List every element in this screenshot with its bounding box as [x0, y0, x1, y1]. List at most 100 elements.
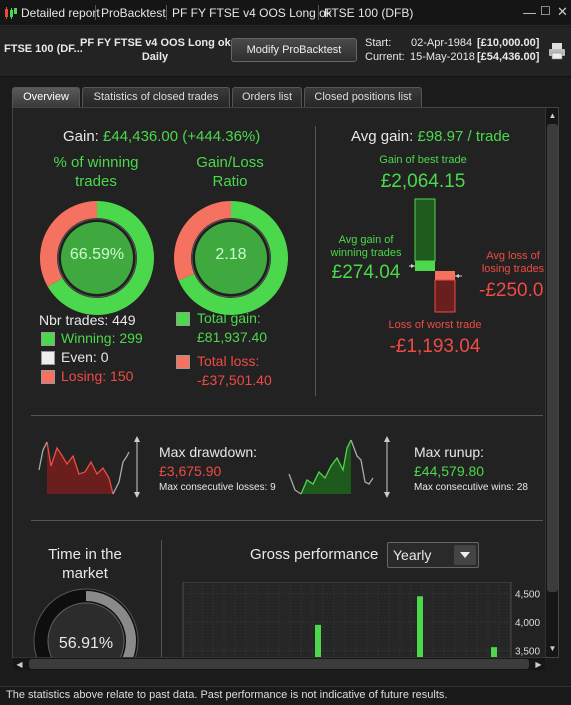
y-tick-label: 4,000	[515, 618, 540, 629]
vertical-scrollbar[interactable]: ▲ ▼	[545, 108, 558, 657]
start-value: [£10,000.00]	[477, 37, 540, 49]
max-drawdown-value: £3,675.90	[159, 463, 222, 479]
gain-loss-title-1: Gain/Loss	[196, 154, 264, 171]
tab-orders-list[interactable]: Orders list	[232, 87, 302, 107]
title-probacktest: ProBacktest	[101, 6, 166, 20]
gain-loss-ratio-text: 2.18	[215, 246, 247, 263]
gross-performance-chart: 4,500 4,000 3,500	[182, 582, 540, 658]
nbr-trades: Nbr trades: 449	[39, 312, 136, 328]
winning-trades-donut	[40, 201, 154, 315]
avg-gain-summary: Avg gain: £98.97 / trade	[351, 128, 510, 145]
scroll-up-icon[interactable]: ▲	[548, 111, 557, 120]
chart-plot-area	[182, 582, 512, 657]
avg-win-value: £274.04	[331, 262, 401, 283]
timeframe-label: Daily	[141, 51, 169, 63]
time-in-market-arc	[86, 591, 136, 657]
instrument-label: FTSE 100 (DF...	[4, 43, 83, 55]
time-in-market-title-1: Time in the	[48, 546, 122, 563]
time-in-market-title-2: market	[62, 565, 108, 582]
gain-loss-positive-arc	[178, 201, 288, 315]
tab-statistics-closed-trades[interactable]: Statistics of closed trades	[82, 87, 230, 107]
close-icon[interactable]: ✕	[557, 4, 568, 19]
max-consecutive-wins: Max consecutive wins: 28	[414, 482, 528, 493]
total-loss-value: -£37,501.40	[197, 372, 272, 388]
candlestick-icon	[5, 7, 17, 19]
gain-loss-title-2: Ratio	[212, 173, 248, 190]
even-legend-swatch	[41, 351, 55, 365]
modify-probacktest-button[interactable]: Modify ProBacktest	[231, 38, 357, 62]
max-runup-label: Max runup:	[414, 444, 485, 460]
horizontal-divider-2	[31, 520, 543, 521]
window-titlebar: Detailed report ProBacktest PF FY FTSE v…	[0, 0, 571, 26]
total-loss-label: Total loss:	[197, 353, 260, 369]
worst-trade-label: Loss of worst trade	[388, 319, 482, 331]
avg-gain-label: Avg gain:	[351, 128, 414, 145]
tab-closed-positions-list[interactable]: Closed positions list	[304, 87, 422, 107]
chevron-down-icon[interactable]	[454, 545, 476, 565]
title-detailed-report: Detailed report	[21, 6, 100, 20]
gain-summary: Gain: £44,436.00 (+444.36%)	[63, 128, 260, 145]
gross-performance-bar	[315, 624, 321, 657]
title-instrument: FTSE 100 (DFB)	[324, 6, 414, 20]
avg-loss-value: -£250.0	[479, 280, 544, 301]
time-in-market-pct: 56.91%	[58, 635, 114, 652]
current-label: Current:	[365, 51, 405, 63]
current-value: [£54,436.00]	[477, 51, 540, 63]
scroll-down-icon[interactable]: ▼	[548, 644, 557, 653]
drawdown-sparkline	[38, 436, 140, 498]
runup-sparkline	[288, 436, 390, 498]
gross-performance-bar	[491, 647, 497, 657]
gross-performance-bar	[417, 596, 423, 657]
max-runup-value: £44,579.80	[414, 463, 485, 479]
trade-range-bar	[409, 198, 462, 313]
start-label: Start:	[365, 37, 392, 49]
losing-legend-swatch	[41, 370, 55, 384]
max-consecutive-losses: Max consecutive losses: 9	[159, 482, 276, 493]
title-system-name: PF FY FTSE v4 OOS Long ok	[172, 6, 332, 20]
y-tick-label: 3,500	[515, 647, 540, 658]
vertical-divider	[315, 126, 316, 396]
avg-loss-label-1: Avg loss of	[486, 250, 540, 262]
period-select-value: Yearly	[393, 547, 432, 563]
minimize-icon[interactable]: —	[523, 5, 536, 20]
scroll-left-icon[interactable]: ◀	[16, 660, 23, 669]
winning-trades-title-2: trades	[75, 173, 117, 190]
gain-loss-negative-arc	[174, 201, 231, 281]
current-date: 15-May-2018	[410, 51, 475, 63]
system-name: PF FY FTSE v4 OOS Long ok	[80, 37, 231, 49]
printer-icon[interactable]	[547, 41, 567, 61]
worst-trade-value: -£1,193.04	[389, 336, 481, 357]
report-header: FTSE 100 (DF... PF FY FTSE v4 OOS Long o…	[0, 27, 571, 77]
horizontal-scroll-thumb[interactable]	[29, 659, 529, 669]
best-trade-value: £2,064.15	[380, 171, 466, 192]
time-in-market-donut	[33, 588, 139, 657]
vertical-scroll-thumb[interactable]	[547, 124, 558, 592]
avg-gain-value: £98.97 / trade	[417, 128, 511, 145]
winning-legend-swatch	[41, 332, 55, 346]
tab-overview[interactable]: Overview	[12, 87, 80, 107]
ratio-donut-arcs	[174, 201, 288, 315]
disclaimer-footer: The statistics above relate to past data…	[0, 686, 571, 705]
avg-win-label-2: winning trades	[330, 247, 402, 259]
best-trade-label: Gain of best trade	[379, 154, 467, 166]
total-loss-swatch	[176, 355, 190, 369]
avg-loss-label-2: losing trades	[481, 263, 545, 275]
overview-panel: Gain: £44,436.00 (+444.36%) % of winning…	[12, 107, 559, 658]
scroll-right-icon[interactable]: ▶	[535, 660, 542, 669]
maximize-icon[interactable]: ☐	[540, 4, 551, 18]
winning-trades-title-1: % of winning	[53, 154, 139, 171]
winning-trades-negative-arc	[40, 201, 97, 287]
winning-donut-arcs	[40, 201, 154, 315]
vertical-divider-2	[161, 540, 162, 657]
total-gain-label: Total gain:	[197, 310, 261, 326]
horizontal-divider-1	[31, 415, 543, 416]
total-gain-swatch	[176, 312, 190, 326]
winning-trades-positive-arc	[47, 201, 154, 315]
start-date: 02-Apr-1984	[411, 37, 473, 49]
horizontal-scrollbar[interactable]: ◀ ▶	[13, 657, 545, 670]
avg-win-label-1: Avg gain of	[338, 234, 394, 246]
losing-count: Losing: 150	[61, 368, 134, 384]
gain-label: Gain:	[63, 128, 99, 145]
gain-value: £44,436.00 (+444.36%)	[103, 128, 261, 145]
period-select[interactable]: Yearly	[387, 542, 479, 568]
